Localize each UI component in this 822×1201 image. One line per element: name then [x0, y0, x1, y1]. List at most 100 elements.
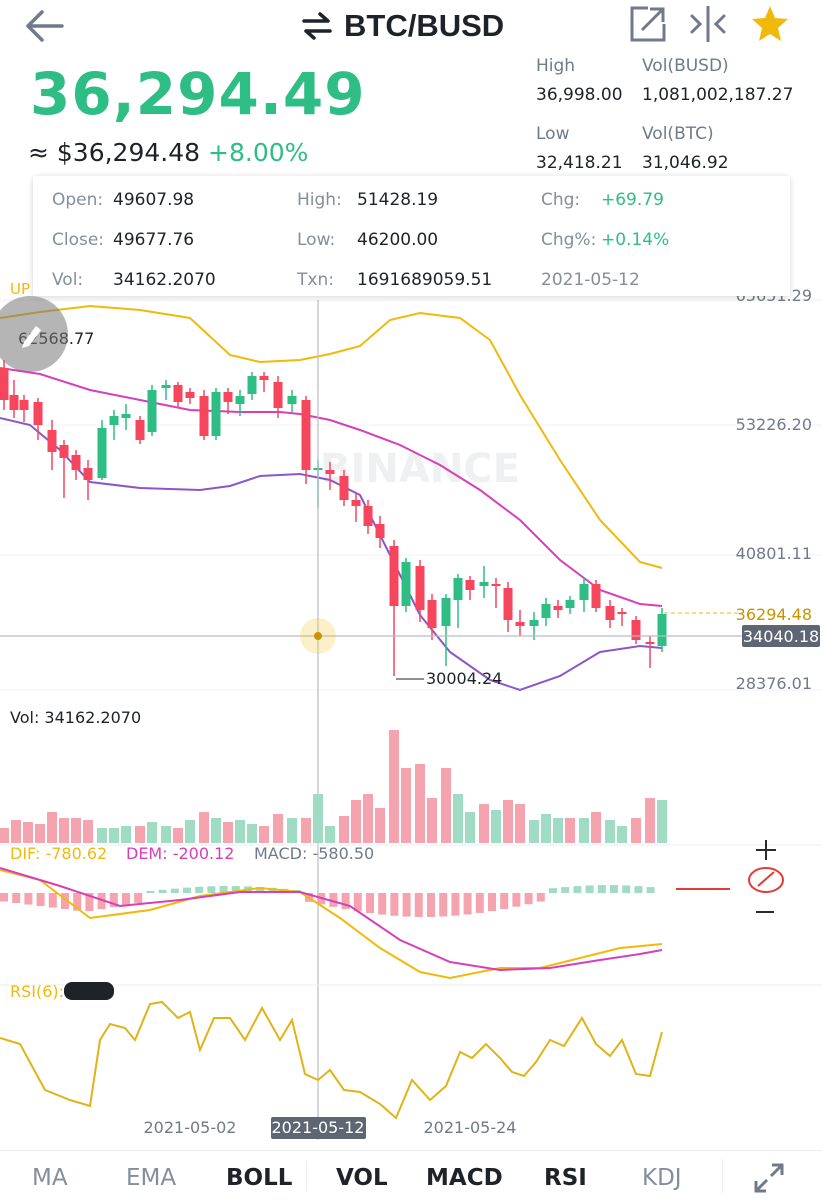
candle-body[interactable]: [19, 400, 29, 410]
txn-label: Txn:: [297, 270, 334, 290]
volume-bar: [23, 822, 33, 843]
candle-body[interactable]: [33, 402, 43, 425]
candle-body[interactable]: [109, 416, 119, 425]
candle-body[interactable]: [479, 582, 489, 586]
candle-body[interactable]: [211, 392, 221, 436]
candle-body[interactable]: [247, 376, 257, 394]
back-button[interactable]: [22, 6, 70, 46]
volume-bar: [235, 820, 245, 843]
volume-bar: [199, 812, 209, 843]
candle-body[interactable]: [273, 382, 283, 408]
tab-rsi[interactable]: RSI: [544, 1165, 587, 1191]
indicator-tabs: MA EMA BOLL VOL MACD RSI KDJ: [0, 1150, 822, 1201]
star-icon: [752, 6, 788, 41]
candle-body[interactable]: [121, 414, 131, 418]
volume-bar: [173, 828, 183, 843]
candle-body[interactable]: [173, 385, 183, 402]
candle-body[interactable]: [97, 428, 107, 478]
volume-bar: [631, 818, 641, 843]
candle-body[interactable]: [453, 578, 463, 600]
candle-body[interactable]: [59, 445, 69, 458]
tab-divider-2: [722, 1159, 723, 1193]
candle-body[interactable]: [427, 600, 437, 628]
macd-histogram-bar: [158, 889, 167, 893]
rsi-line: [0, 1000, 663, 1120]
swap-arrows-icon: [302, 12, 332, 40]
volume-bar: [301, 818, 311, 843]
kline-chart[interactable]: BINANCEUP62568.7730004.2465651.2953226.2…: [0, 270, 822, 1150]
candle-body[interactable]: [325, 470, 335, 474]
candle-body[interactable]: [617, 612, 627, 614]
candle-body[interactable]: [415, 566, 425, 610]
macd-histogram-bar: [134, 893, 143, 903]
candle-body[interactable]: [363, 506, 373, 526]
tab-ema[interactable]: EMA: [126, 1165, 177, 1191]
chg-label: Chg:: [541, 190, 581, 210]
favorite-button[interactable]: [750, 4, 790, 44]
candle-body[interactable]: [529, 620, 539, 626]
pair-selector[interactable]: BTC/BUSD: [300, 4, 504, 48]
vol-label: Vol:: [52, 270, 84, 290]
fullscreen-button[interactable]: [752, 1161, 786, 1200]
card-date: 2021-05-12: [541, 270, 640, 290]
candle-body[interactable]: [83, 468, 93, 480]
candle-body[interactable]: [503, 588, 513, 620]
macd-dif-line: [0, 869, 663, 980]
candle-body[interactable]: [185, 392, 195, 398]
candle-body[interactable]: [287, 396, 297, 404]
candle-body[interactable]: [135, 420, 145, 440]
candle-body[interactable]: [441, 598, 451, 626]
macd-histogram-bar: [73, 893, 82, 911]
candle-body[interactable]: [339, 476, 349, 500]
candle-body[interactable]: [579, 584, 589, 600]
candle-body[interactable]: [71, 455, 81, 470]
volume-bar: [363, 794, 373, 843]
candle-body[interactable]: [389, 546, 399, 606]
candle-body[interactable]: [631, 620, 641, 640]
high-value-card: 51428.19: [357, 190, 439, 210]
candle-body[interactable]: [657, 614, 667, 646]
tab-kdj[interactable]: KDJ: [642, 1165, 682, 1191]
candle-body[interactable]: [0, 368, 9, 400]
candle-body[interactable]: [515, 622, 525, 626]
candle-body[interactable]: [565, 600, 575, 608]
candle-body[interactable]: [553, 606, 563, 610]
volume-bar: [59, 818, 69, 843]
tab-ma[interactable]: MA: [32, 1165, 68, 1191]
candle-body[interactable]: [645, 642, 655, 644]
macd-histogram-bar: [85, 893, 94, 912]
candle-body[interactable]: [375, 524, 385, 538]
tab-boll[interactable]: BOLL: [226, 1165, 293, 1191]
macd-histogram-bar: [646, 887, 655, 893]
low-label-card: Low:: [297, 230, 336, 250]
open-label: Open:: [52, 190, 104, 210]
candle-body[interactable]: [605, 606, 615, 620]
candle-body[interactable]: [465, 580, 475, 590]
y-axis-label: 40801.11: [736, 544, 812, 563]
candle-body[interactable]: [491, 584, 501, 586]
volume-bar: [287, 818, 297, 843]
volume-bar: [223, 822, 233, 843]
tab-vol[interactable]: VOL: [336, 1165, 388, 1191]
candle-body[interactable]: [161, 385, 171, 388]
drawing-tool-button[interactable]: [0, 296, 68, 372]
cursor-date-tag: 2021-05-12: [272, 1118, 365, 1137]
compare-button[interactable]: [688, 4, 728, 44]
candle-body[interactable]: [591, 584, 601, 608]
macd-histogram-bar: [219, 886, 228, 893]
candle-body[interactable]: [223, 392, 233, 402]
candle-body[interactable]: [9, 395, 19, 410]
candle-body[interactable]: [235, 396, 245, 404]
candle-body[interactable]: [259, 376, 269, 380]
candle-body[interactable]: [147, 390, 157, 432]
candle-body[interactable]: [401, 562, 411, 606]
tab-macd[interactable]: MACD: [426, 1165, 503, 1191]
candle-body[interactable]: [301, 400, 311, 470]
candle-body[interactable]: [541, 604, 551, 618]
share-button[interactable]: [628, 4, 668, 44]
volume-bar: [541, 814, 551, 843]
candle-body[interactable]: [199, 396, 209, 436]
candle-body[interactable]: [47, 430, 57, 452]
candle-body[interactable]: [351, 500, 361, 506]
macd-dem-label: DEM: -200.12: [126, 844, 234, 863]
